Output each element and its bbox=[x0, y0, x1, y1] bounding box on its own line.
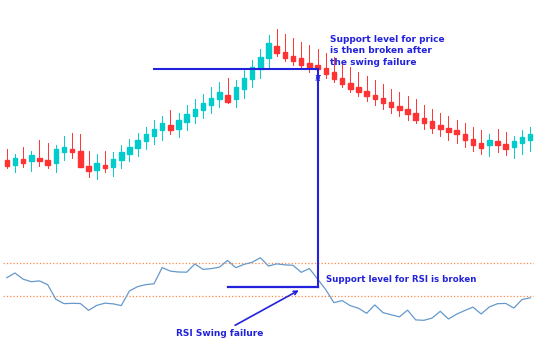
Bar bbox=[143, 134, 148, 141]
Bar bbox=[193, 109, 197, 116]
Text: Support level for RSI is broken: Support level for RSI is broken bbox=[326, 275, 476, 284]
Text: RSI Swing failure: RSI Swing failure bbox=[176, 291, 297, 338]
Bar bbox=[152, 129, 156, 136]
Bar bbox=[217, 92, 222, 99]
Bar bbox=[86, 166, 91, 171]
Bar bbox=[95, 163, 99, 170]
Bar bbox=[373, 95, 377, 99]
Bar bbox=[160, 124, 164, 130]
Bar bbox=[512, 141, 516, 147]
Bar bbox=[242, 78, 246, 89]
Bar bbox=[479, 143, 483, 148]
Bar bbox=[119, 152, 124, 160]
Text: π: π bbox=[315, 73, 321, 83]
Bar bbox=[103, 165, 107, 168]
Bar bbox=[299, 58, 303, 65]
Bar bbox=[209, 98, 214, 105]
Bar bbox=[520, 138, 524, 143]
Bar bbox=[405, 109, 410, 114]
Text: Support level for price
is then broken after
the swing failure: Support level for price is then broken a… bbox=[330, 34, 445, 67]
Bar bbox=[250, 67, 255, 79]
Bar bbox=[397, 106, 402, 110]
Bar bbox=[226, 95, 230, 102]
Bar bbox=[266, 43, 271, 58]
Bar bbox=[454, 130, 459, 134]
Bar bbox=[46, 160, 50, 165]
Bar bbox=[487, 140, 491, 145]
Bar bbox=[54, 149, 58, 163]
Bar bbox=[332, 72, 336, 79]
Bar bbox=[307, 62, 311, 67]
Bar bbox=[528, 134, 533, 140]
Bar bbox=[323, 68, 328, 75]
Bar bbox=[471, 139, 475, 145]
Bar bbox=[422, 118, 426, 124]
Bar bbox=[389, 102, 394, 107]
Bar bbox=[234, 87, 238, 99]
Bar bbox=[495, 141, 500, 145]
Bar bbox=[438, 125, 442, 129]
Bar bbox=[381, 98, 385, 103]
Bar bbox=[127, 147, 132, 154]
Bar bbox=[258, 57, 263, 69]
Bar bbox=[462, 134, 467, 140]
Bar bbox=[70, 149, 75, 152]
Bar bbox=[356, 87, 361, 92]
Bar bbox=[168, 125, 172, 130]
Bar bbox=[274, 46, 279, 53]
Bar bbox=[504, 144, 508, 149]
Bar bbox=[135, 140, 140, 148]
Bar bbox=[185, 114, 189, 122]
Bar bbox=[315, 65, 320, 69]
Bar bbox=[78, 150, 83, 167]
Bar bbox=[29, 155, 33, 161]
Bar bbox=[291, 56, 295, 61]
Bar bbox=[413, 112, 418, 120]
Bar bbox=[176, 120, 181, 129]
Bar bbox=[365, 91, 369, 96]
Bar bbox=[62, 147, 66, 152]
Bar bbox=[13, 158, 17, 165]
Bar bbox=[282, 52, 287, 58]
Bar bbox=[111, 159, 115, 167]
Bar bbox=[21, 159, 25, 163]
Bar bbox=[4, 160, 9, 166]
Bar bbox=[446, 128, 451, 132]
Bar bbox=[430, 121, 434, 128]
Bar bbox=[201, 103, 205, 110]
Bar bbox=[348, 83, 352, 89]
Bar bbox=[37, 158, 42, 161]
Bar bbox=[340, 78, 344, 84]
